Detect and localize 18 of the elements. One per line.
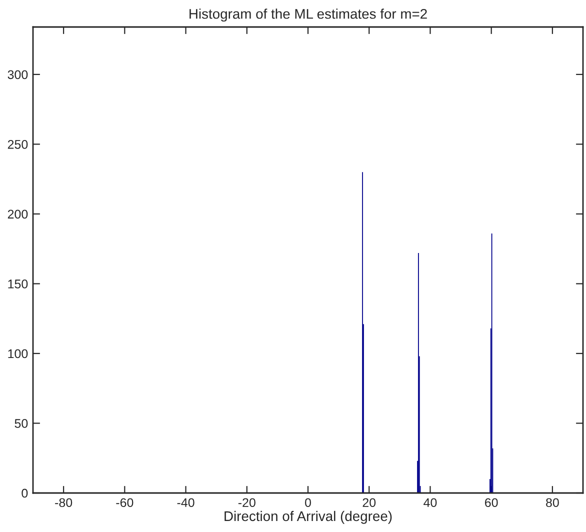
x-tick-label: -20 <box>238 498 256 508</box>
y-tick-label: 200 <box>8 210 28 219</box>
x-tick-label: -80 <box>55 498 72 508</box>
y-tick-label: 250 <box>8 140 28 149</box>
x-tick-label: -60 <box>116 498 134 508</box>
y-tick-label: 50 <box>14 419 28 428</box>
x-tick-label: -40 <box>177 498 194 508</box>
chart-title: Histogram of the ML estimates for m=2 <box>190 8 427 22</box>
y-tick-label: 150 <box>8 280 28 288</box>
x-tick-label: 60 <box>485 498 498 508</box>
y-tick-label: 100 <box>8 349 28 358</box>
x-axis-title: Direction of Arrival (degree) <box>224 510 392 524</box>
x-tick-label: 40 <box>424 498 437 508</box>
x-tick-label: 0 <box>305 498 311 508</box>
y-tick-label: 300 <box>8 70 28 80</box>
y-tick-label: 0 <box>22 488 28 498</box>
x-tick-label: 20 <box>362 498 376 508</box>
x-tick-label: 80 <box>546 498 559 508</box>
